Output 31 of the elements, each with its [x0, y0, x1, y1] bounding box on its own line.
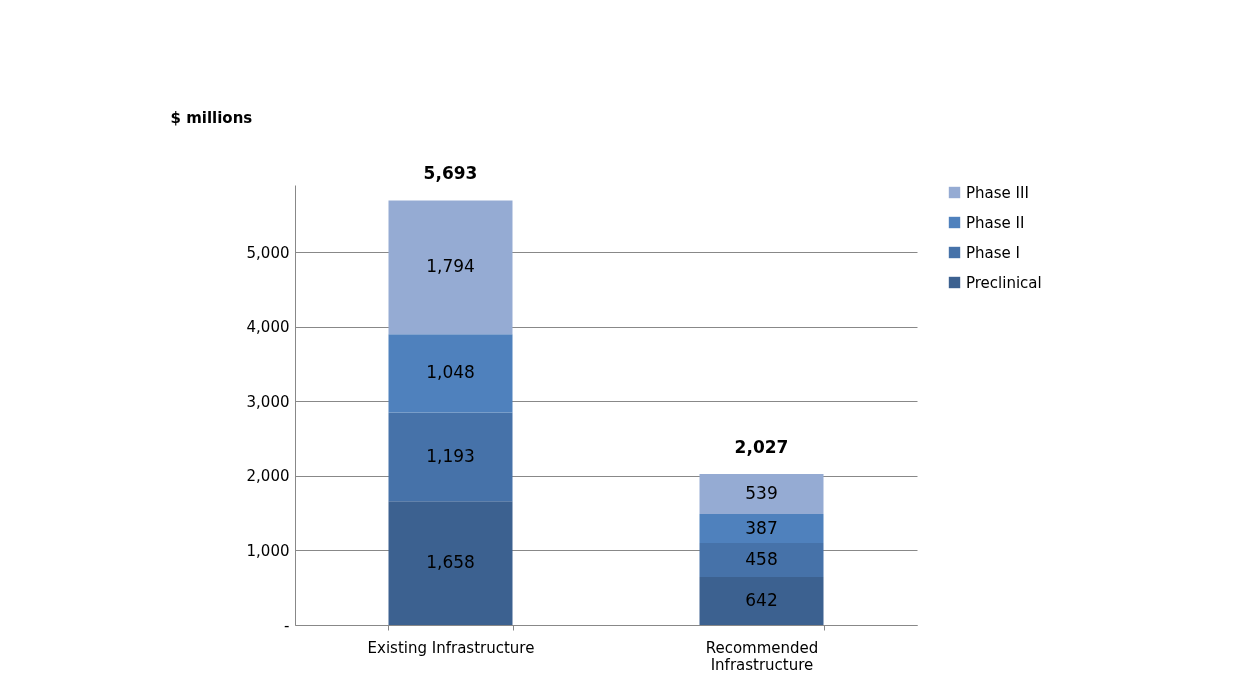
- bar: [388, 334, 513, 413]
- data-label: 1,048: [426, 362, 475, 383]
- data-label: 642: [745, 590, 778, 611]
- bar: [388, 200, 513, 335]
- y-tick-label: -: [284, 616, 290, 635]
- y-tick-label: 4,000: [246, 318, 290, 337]
- bar: [388, 501, 513, 625]
- x-tick-label: Existing Infrastructure: [367, 638, 535, 657]
- bar: [699, 577, 824, 625]
- x-tick-label: Recommended Infrastructure: [705, 638, 819, 674]
- y-tick-label: 3,000: [246, 392, 290, 411]
- data-label: 1,658: [426, 552, 475, 573]
- y-tick-label: 5,000: [246, 243, 290, 262]
- y-tick-label: 1,000: [246, 541, 290, 560]
- legend-label: Phase II: [966, 213, 1025, 232]
- legend-label: Phase III: [966, 183, 1029, 202]
- bar: [699, 473, 824, 515]
- legend-label: Preclinical: [966, 273, 1042, 292]
- data-label: 1,794: [426, 256, 475, 277]
- bar: [699, 514, 824, 543]
- total-label: 5,693: [423, 163, 478, 184]
- y-axis-title: $ millions: [170, 108, 253, 127]
- y-tick-label: 2,000: [246, 467, 290, 486]
- data-label: 387: [745, 517, 778, 538]
- bar: [699, 542, 824, 578]
- data-label: 1,193: [426, 445, 475, 466]
- total-label: 2,027: [734, 436, 789, 457]
- legend-label: Phase I: [966, 243, 1020, 262]
- bar: [388, 412, 513, 502]
- data-label: 458: [745, 549, 778, 570]
- data-label: 539: [745, 483, 778, 504]
